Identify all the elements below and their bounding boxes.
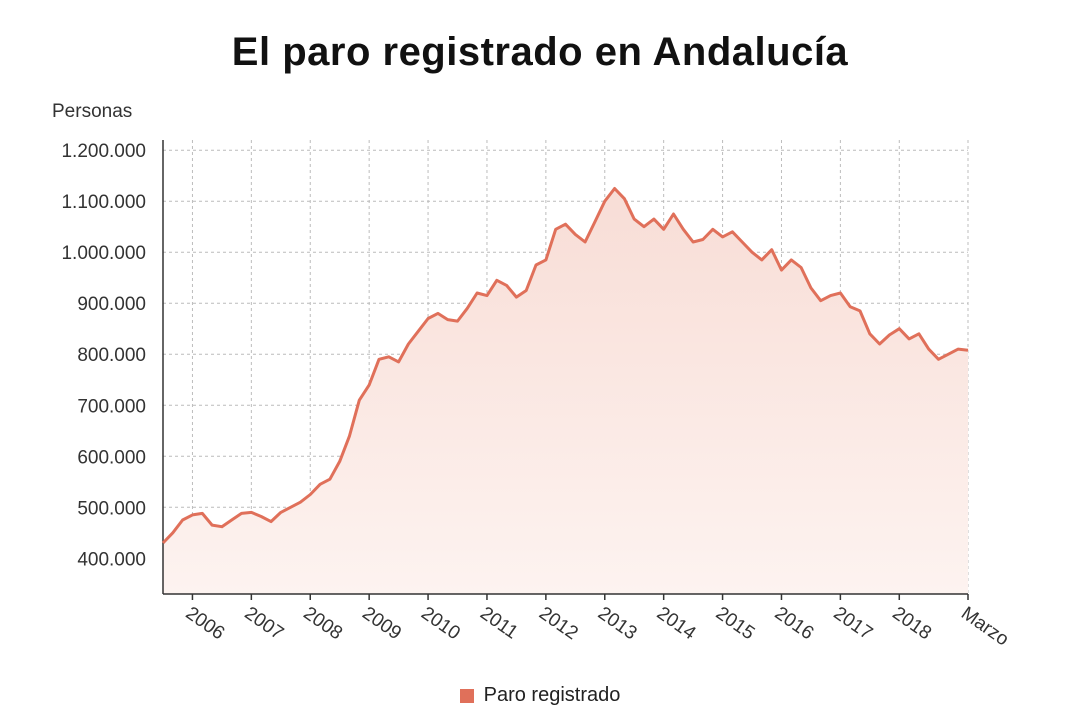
x-tick-label: 2006 xyxy=(182,603,229,644)
y-tick-label: 400.000 xyxy=(77,549,146,570)
x-tick-label: 2009 xyxy=(358,603,405,644)
y-tick-label: 600.000 xyxy=(77,447,146,468)
x-tick-label: 2014 xyxy=(653,603,700,645)
y-tick-label: 900.000 xyxy=(77,294,146,315)
y-tick-label: 1.100.000 xyxy=(61,192,146,213)
area-fill-layer xyxy=(163,188,968,594)
x-tick-label: 2018 xyxy=(888,603,935,644)
series-area xyxy=(163,188,968,594)
y-tick-label: 700.000 xyxy=(77,396,146,417)
y-tick-label: 500.000 xyxy=(77,498,146,519)
y-tick-label: 800.000 xyxy=(77,345,146,366)
x-tick-labels: 2006 2007 2008 2009 2010 2011 2012 2013 2014 2015… xyxy=(182,603,1013,650)
x-tick-label: 2012 xyxy=(535,603,582,644)
chart-title: El paro registrado en Andalucía xyxy=(231,30,849,74)
legend: Paro registrado xyxy=(0,684,1080,707)
legend-label: Paro registrado xyxy=(483,684,621,706)
legend-swatch xyxy=(459,688,474,703)
x-tick-label: 2007 xyxy=(240,603,287,644)
x-tick-label: 2010 xyxy=(417,603,464,644)
y-tick-label: 1.200.000 xyxy=(61,141,146,162)
x-tick-label: 2008 xyxy=(299,603,346,644)
x-tick-label: 2011 xyxy=(476,603,522,644)
x-tick-label: 2016 xyxy=(771,603,818,644)
x-tick-label: 2013 xyxy=(594,603,641,644)
series-line xyxy=(161,187,969,545)
x-tick-label: Marzo xyxy=(957,603,1012,650)
y-tick-labels: 400.000 500.000 600.000 700.000 800.000 900.0… xyxy=(61,141,146,570)
series-line-layer xyxy=(161,187,969,545)
x-tick-label: 2015 xyxy=(712,603,759,644)
x-tick-label: 2017 xyxy=(830,603,877,644)
y-axis-label: Personas xyxy=(52,101,133,122)
axes xyxy=(162,140,969,600)
y-tick-label: 1.000.000 xyxy=(61,243,146,264)
